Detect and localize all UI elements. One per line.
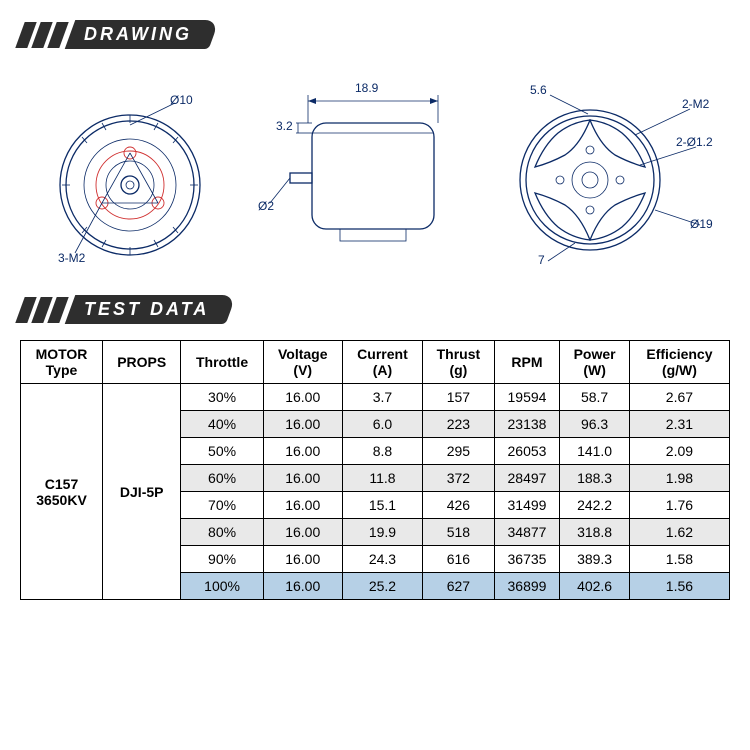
cell-power: 402.6 [560,573,630,600]
dim-d2: Ø2 [258,199,274,213]
col-power: Power(W) [560,341,630,384]
cell-current: 19.9 [342,519,422,546]
col-thrust: Thrust(g) [423,341,495,384]
cell-voltage: 16.00 [263,573,342,600]
header-badge-testdata: TEST DATA [65,295,237,324]
cell-power: 58.7 [560,384,630,411]
col-throttle: Throttle [181,341,263,384]
cell-thrust: 223 [423,411,495,438]
header-text-testdata: TEST DATA [84,299,209,320]
cell-throttle: 100% [181,573,263,600]
cell-thrust: 616 [423,546,495,573]
col-current: Current(A) [342,341,422,384]
col-motor-type: MOTORType [21,341,103,384]
cell-current: 25.2 [342,573,422,600]
cell-eff: 1.58 [629,546,729,573]
cell-voltage: 16.00 [263,519,342,546]
test-data-table: MOTORType PROPS Throttle Voltage(V) Curr… [20,340,730,600]
col-eff: Efficiency(g/W) [629,341,729,384]
motor-bottom-view: 5.6 2-M2 2-Ø1.2 Ø19 7 [490,75,720,275]
header-badge-drawing: DRAWING [65,20,220,49]
cell-thrust: 518 [423,519,495,546]
cell-rpm: 34877 [494,519,560,546]
cell-power: 96.3 [560,411,630,438]
table-row: C1573650KVDJI-5P30%16.003.71571959458.72… [21,384,730,411]
header-slashes-2 [20,297,68,323]
cell-power: 389.3 [560,546,630,573]
dim-2d12: 2-Ø1.2 [676,135,713,149]
cell-thrust: 426 [423,492,495,519]
cell-eff: 1.56 [629,573,729,600]
cell-props: DJI-5P [103,384,181,600]
cell-eff: 1.98 [629,465,729,492]
col-voltage: Voltage(V) [263,341,342,384]
cell-eff: 1.62 [629,519,729,546]
dim-5-6: 5.6 [530,83,547,97]
dim-18-9: 18.9 [355,81,378,95]
cell-eff: 2.09 [629,438,729,465]
cell-rpm: 19594 [494,384,560,411]
cell-eff: 2.67 [629,384,729,411]
dim-7: 7 [538,253,545,267]
cell-thrust: 627 [423,573,495,600]
cell-throttle: 80% [181,519,263,546]
cell-rpm: 36735 [494,546,560,573]
cell-voltage: 16.00 [263,411,342,438]
motor-top-svg [30,75,230,275]
drawing-area: Ø10 3-M2 18.9 3.2 Ø2 [20,65,730,285]
cell-throttle: 60% [181,465,263,492]
col-rpm: RPM [494,341,560,384]
cell-current: 3.7 [342,384,422,411]
header-text-drawing: DRAWING [84,24,192,45]
cell-rpm: 26053 [494,438,560,465]
cell-rpm: 28497 [494,465,560,492]
cell-current: 6.0 [342,411,422,438]
cell-current: 24.3 [342,546,422,573]
cell-rpm: 23138 [494,411,560,438]
cell-rpm: 31499 [494,492,560,519]
cell-throttle: 40% [181,411,263,438]
cell-current: 15.1 [342,492,422,519]
cell-thrust: 295 [423,438,495,465]
motor-top-view: Ø10 3-M2 [30,75,230,275]
header-slashes [20,22,68,48]
cell-throttle: 90% [181,546,263,573]
col-props: PROPS [103,341,181,384]
cell-power: 188.3 [560,465,630,492]
cell-current: 8.8 [342,438,422,465]
dim-d19: Ø19 [690,217,713,231]
cell-thrust: 157 [423,384,495,411]
cell-current: 11.8 [342,465,422,492]
cell-voltage: 16.00 [263,384,342,411]
table-header-row: MOTORType PROPS Throttle Voltage(V) Curr… [21,341,730,384]
cell-voltage: 16.00 [263,492,342,519]
cell-voltage: 16.00 [263,438,342,465]
section-header-drawing: DRAWING [20,20,730,49]
cell-voltage: 16.00 [263,546,342,573]
cell-eff: 2.31 [629,411,729,438]
dim-3-2: 3.2 [276,119,293,133]
cell-power: 242.2 [560,492,630,519]
motor-side-svg [250,75,470,275]
cell-eff: 1.76 [629,492,729,519]
cell-throttle: 70% [181,492,263,519]
section-header-testdata: TEST DATA [20,295,730,324]
cell-rpm: 36899 [494,573,560,600]
cell-motor-type: C1573650KV [21,384,103,600]
cell-throttle: 50% [181,438,263,465]
dim-3m2: 3-M2 [58,251,85,265]
cell-power: 318.8 [560,519,630,546]
dim-d10: Ø10 [170,93,193,107]
motor-side-view: 18.9 3.2 Ø2 [250,75,470,275]
dim-2m2: 2-M2 [682,97,709,111]
cell-power: 141.0 [560,438,630,465]
cell-thrust: 372 [423,465,495,492]
cell-voltage: 16.00 [263,465,342,492]
cell-throttle: 30% [181,384,263,411]
